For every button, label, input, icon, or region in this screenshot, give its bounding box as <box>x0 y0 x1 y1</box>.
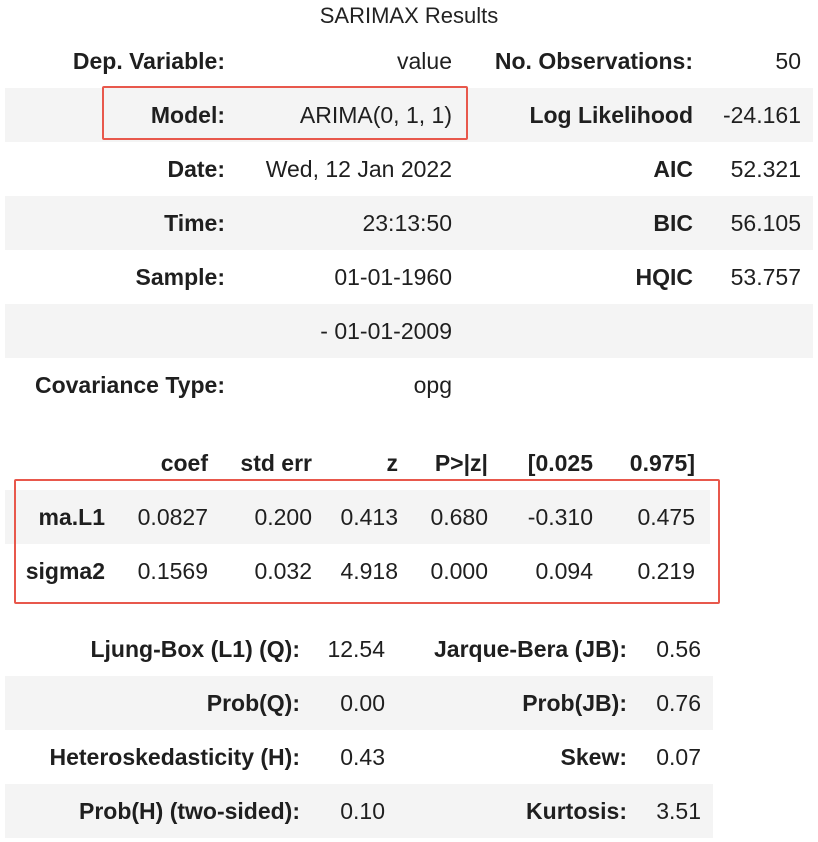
diagnostic-value: 3.51 <box>656 798 701 824</box>
coef-cell: 4.918 <box>340 558 398 584</box>
summary-row: Model: ARIMA(0, 1, 1) Log Likelihood -24… <box>5 88 813 142</box>
summary-label: Date: <box>167 156 225 182</box>
diagnostic-value: 0.07 <box>656 744 701 770</box>
diagnostics-row: Heteroskedasticity (H): 0.43 Skew: 0.07 <box>5 730 713 784</box>
coef-cell: 0.1569 <box>137 558 208 584</box>
summary-label: Covariance Type: <box>34 372 225 398</box>
coef-header: std err <box>240 450 312 476</box>
diagnostic-value: 0.76 <box>656 690 701 716</box>
coef-cell: 0.032 <box>254 558 312 584</box>
table-caption: SARIMAX Results <box>319 3 499 28</box>
coef-row-label: ma.L1 <box>38 504 105 530</box>
coef-header: 0.975] <box>629 450 695 476</box>
coef-cell: 0.200 <box>254 504 312 530</box>
summary-value: 50 <box>775 48 801 74</box>
coef-header: [0.025 <box>527 450 593 476</box>
summary-row: Date: Wed, 12 Jan 2022 AIC 52.321 <box>5 142 813 196</box>
coef-cell: 0.413 <box>340 504 398 530</box>
summary-label: Model: <box>150 102 225 128</box>
summary-value: 52.321 <box>730 156 801 182</box>
summary-row: Dep. Variable: value No. Observations: 5… <box>5 34 813 88</box>
coef-cell: 0.0827 <box>137 504 208 530</box>
coef-cell: -0.310 <box>527 504 593 530</box>
diagnostic-label: Ljung-Box (L1) (Q): <box>90 636 300 662</box>
summary-value: ARIMA(0, 1, 1) <box>299 102 452 128</box>
summary-value: 56.105 <box>730 210 801 236</box>
diagnostics-row: Prob(H) (two-sided): 0.10 Kurtosis: 3.51 <box>5 784 713 838</box>
coef-cell: 0.680 <box>430 504 488 530</box>
summary-label: AIC <box>653 156 693 182</box>
summary-value: 53.757 <box>730 264 801 290</box>
diagnostic-value: 0.56 <box>656 636 701 662</box>
summary-label: Time: <box>164 210 225 236</box>
summary-label: Dep. Variable: <box>72 48 225 74</box>
coef-cell: 0.475 <box>637 504 695 530</box>
summary-label: No. Observations: <box>494 48 693 74</box>
summary-value: 23:13:50 <box>362 210 452 236</box>
coef-header-row: coef std err z P>|z| [0.025 0.975] <box>5 436 710 490</box>
diagnostic-value: 12.54 <box>327 636 385 662</box>
table-row: ma.L1 0.0827 0.200 0.413 0.680 -0.310 0.… <box>5 490 710 544</box>
table-row: sigma2 0.1569 0.032 4.918 0.000 0.094 0.… <box>5 544 710 598</box>
summary-label: Sample: <box>135 264 225 290</box>
summary-value: opg <box>413 372 452 398</box>
diagnostic-label: Heteroskedasticity (H): <box>49 744 300 770</box>
diagnostic-value: 0.43 <box>340 744 385 770</box>
summary-label: Log Likelihood <box>529 102 693 128</box>
summary-value: 01-01-1960 <box>334 264 452 290</box>
diagnostics-row: Prob(Q): 0.00 Prob(JB): 0.76 <box>5 676 713 730</box>
coef-header: coef <box>160 450 208 476</box>
diagnostic-label: Skew: <box>560 744 627 770</box>
coef-cell: 0.000 <box>430 558 488 584</box>
diagnostic-value: 0.00 <box>340 690 385 716</box>
summary-row: Covariance Type: opg <box>5 358 813 412</box>
diagnostic-label: Prob(JB): <box>522 690 627 716</box>
summary-value: - 01-01-2009 <box>320 318 452 344</box>
summary-label: BIC <box>653 210 693 236</box>
summary-value: -24.161 <box>722 102 801 128</box>
diagnostic-label: Prob(H) (two-sided): <box>78 798 300 824</box>
coef-header: z <box>386 450 399 476</box>
diagnostic-label: Prob(Q): <box>206 690 300 716</box>
diagnostic-value: 0.10 <box>340 798 385 824</box>
summary-value: value <box>397 48 452 74</box>
summary-row: - 01-01-2009 <box>5 304 813 358</box>
coef-cell: 0.219 <box>637 558 695 584</box>
diagnostic-label: Jarque-Bera (JB): <box>434 636 627 662</box>
coef-row-label: sigma2 <box>25 558 105 584</box>
coef-header: P>|z| <box>434 450 488 476</box>
summary-value: Wed, 12 Jan 2022 <box>265 156 452 182</box>
summary-label: HQIC <box>635 264 694 290</box>
diagnostics-row: Ljung-Box (L1) (Q): 12.54 Jarque-Bera (J… <box>5 622 713 676</box>
summary-row: Time: 23:13:50 BIC 56.105 <box>5 196 813 250</box>
coef-cell: 0.094 <box>535 558 593 584</box>
summary-row: Sample: 01-01-1960 HQIC 53.757 <box>5 250 813 304</box>
diagnostic-label: Kurtosis: <box>526 798 627 824</box>
